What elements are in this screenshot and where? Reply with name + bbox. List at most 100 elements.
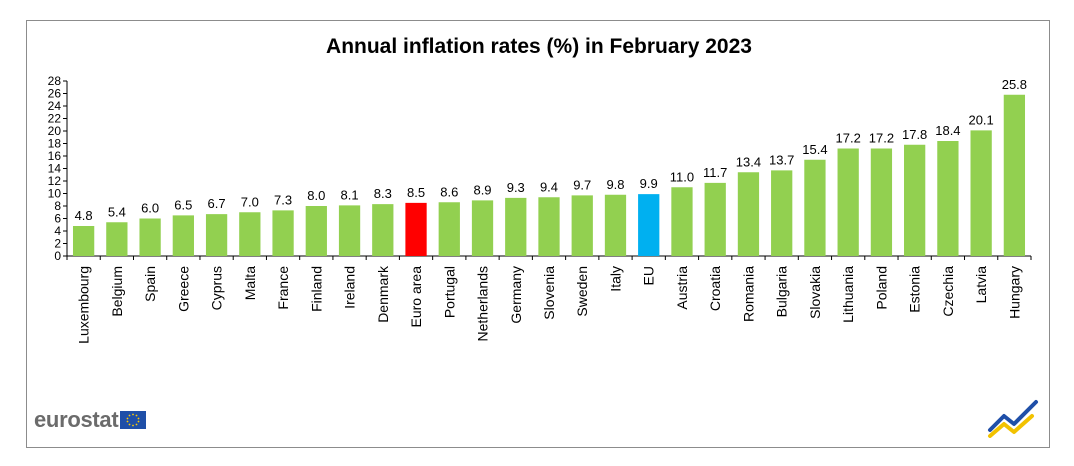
data-label-hungary: 25.8	[1002, 77, 1027, 92]
category-label-euro-area: Euro area	[408, 266, 424, 328]
category-label-croatia: Croatia	[707, 266, 723, 311]
bar-italy	[604, 194, 627, 256]
y-tick-label: 18	[48, 137, 62, 151]
bar-sweden	[571, 195, 593, 256]
y-tick-label: 14	[48, 162, 62, 176]
bar-spain	[139, 218, 161, 256]
category-label-slovenia: Slovenia	[541, 266, 557, 320]
category-label-netherlands: Netherlands	[475, 266, 491, 342]
eu-flag-icon	[120, 411, 147, 429]
chart-frame: Annual inflation rates (%) in February 2…	[26, 20, 1050, 448]
bar-eu	[638, 194, 660, 256]
y-tick-label: 4	[54, 224, 61, 238]
category-label-denmark: Denmark	[375, 265, 391, 323]
data-label-euro-area: 8.5	[407, 185, 425, 200]
y-tick-label: 22	[48, 112, 62, 126]
bar-slovenia	[538, 197, 560, 256]
category-label-czechia: Czechia	[940, 266, 956, 317]
category-label-eu: EU	[641, 266, 657, 285]
data-label-slovakia: 15.4	[802, 142, 827, 157]
category-label-france: France	[275, 266, 291, 310]
category-label-greece: Greece	[175, 266, 191, 312]
y-tick-label: 8	[54, 199, 61, 213]
data-label-greece: 6.5	[174, 197, 192, 212]
category-label-sweden: Sweden	[574, 266, 590, 317]
eurostat-logo-text: eurostat	[34, 407, 119, 432]
eurostat-logo: eurostat	[34, 407, 147, 432]
chart-title: Annual inflation rates (%) in February 2…	[326, 35, 752, 58]
bar-hungary	[1003, 94, 1026, 256]
category-label-latvia: Latvia	[973, 266, 989, 304]
data-label-malta: 7.0	[241, 194, 259, 209]
category-label-spain: Spain	[142, 266, 158, 302]
category-label-ireland: Ireland	[342, 266, 358, 309]
y-tick-label: 26	[48, 87, 62, 101]
data-label-sweden: 9.7	[573, 177, 591, 192]
data-label-poland: 17.2	[869, 131, 894, 146]
data-label-italy: 9.8	[606, 177, 624, 192]
bar-latvia	[970, 130, 992, 256]
category-label-poland: Poland	[873, 266, 889, 310]
y-tick-label: 16	[48, 149, 62, 163]
category-label-austria: Austria	[674, 266, 690, 310]
category-label-romania: Romania	[740, 266, 756, 322]
category-label-lithuania: Lithuania	[840, 266, 856, 323]
category-label-luxembourg: Luxembourg	[76, 266, 92, 344]
bar-poland	[870, 148, 893, 256]
bar-france	[272, 210, 294, 256]
y-tick-label: 24	[48, 99, 62, 113]
y-tick-label: 12	[48, 174, 62, 188]
bar-austria	[671, 187, 693, 256]
bar-malta	[239, 212, 261, 256]
bar-slovakia	[804, 159, 826, 256]
y-tick-label: 28	[48, 74, 62, 88]
bar-czechia	[937, 141, 959, 256]
bar-croatia	[704, 182, 726, 256]
bar-greece	[172, 215, 194, 256]
category-label-cyprus: Cyprus	[209, 266, 225, 310]
category-label-germany: Germany	[508, 266, 524, 324]
category-label-belgium: Belgium	[109, 266, 125, 317]
bar-chart: 02468101214161820222426284.8Luxembourg5.…	[48, 74, 1032, 344]
y-tick-label: 10	[48, 187, 62, 201]
category-label-slovakia: Slovakia	[807, 266, 823, 319]
data-label-romania: 13.4	[736, 154, 761, 169]
data-label-belgium: 5.4	[108, 204, 126, 219]
data-label-finland: 8.0	[307, 188, 325, 203]
data-label-netherlands: 8.9	[473, 182, 491, 197]
bar-cyprus	[205, 214, 228, 256]
data-label-spain: 6.0	[141, 201, 159, 216]
data-label-estonia: 17.8	[902, 127, 927, 142]
category-label-malta: Malta	[242, 266, 258, 300]
y-tick-label: 0	[54, 249, 61, 263]
category-label-hungary: Hungary	[1006, 266, 1022, 319]
data-label-france: 7.3	[274, 192, 292, 207]
data-label-luxembourg: 4.8	[75, 208, 93, 223]
bar-germany	[505, 197, 527, 256]
bar-ireland	[338, 205, 361, 256]
category-label-portugal: Portugal	[441, 266, 457, 318]
bar-luxembourg	[72, 226, 95, 256]
bar-romania	[737, 172, 760, 256]
category-label-finland: Finland	[308, 266, 324, 312]
data-label-ireland: 8.1	[341, 187, 359, 202]
y-tick-label: 2	[54, 237, 61, 251]
category-label-italy: Italy	[607, 266, 623, 292]
category-label-bulgaria: Bulgaria	[774, 266, 790, 318]
data-label-portugal: 8.6	[440, 184, 458, 199]
eurostat-mark-icon	[988, 400, 1038, 438]
bar-netherlands	[471, 200, 494, 256]
bar-belgium	[106, 222, 128, 256]
data-label-cyprus: 6.7	[208, 196, 226, 211]
data-label-bulgaria: 13.7	[769, 152, 794, 167]
bar-euro-area	[405, 202, 427, 256]
data-label-czechia: 18.4	[935, 123, 960, 138]
data-label-denmark: 8.3	[374, 186, 392, 201]
bar-bulgaria	[771, 170, 793, 256]
bar-portugal	[438, 202, 460, 256]
data-label-latvia: 20.1	[968, 112, 993, 127]
data-label-slovenia: 9.4	[540, 179, 558, 194]
bar-denmark	[372, 204, 394, 256]
data-label-austria: 11.0	[670, 169, 694, 184]
data-label-germany: 9.3	[507, 180, 525, 195]
